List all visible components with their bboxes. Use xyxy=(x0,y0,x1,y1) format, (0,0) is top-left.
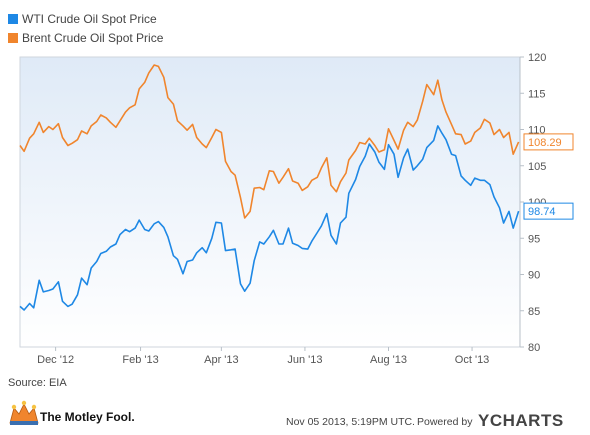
y-tick-label: 105 xyxy=(528,161,546,173)
end-label-value: 108.29 xyxy=(528,137,562,149)
y-tick-label: 85 xyxy=(528,306,540,318)
end-labels: 98.74 108.29 xyxy=(523,133,574,220)
y-tick-label: 120 xyxy=(528,52,546,64)
series-line-wti xyxy=(19,125,520,311)
y-tick-label: 80 xyxy=(528,342,540,354)
y-tick-label: 115 xyxy=(528,88,546,100)
legend-label-wti: WTI Crude Oil Spot Price xyxy=(22,12,157,26)
end-label-wti: 98.74 xyxy=(523,202,574,220)
legend-swatch-wti xyxy=(8,14,18,24)
source-note: Source: EIA xyxy=(8,377,67,389)
legend-label-brent: Brent Crude Oil Spot Price xyxy=(22,31,164,45)
series-layer xyxy=(19,64,520,311)
plot-area xyxy=(19,56,521,348)
end-label-box xyxy=(523,133,574,151)
motley-fool-wordmark: The Motley Fool. xyxy=(40,410,135,424)
timestamp: Nov 05 2013, 5:19PM UTC. xyxy=(286,416,415,428)
end-label-brent: 108.29 xyxy=(523,133,574,151)
motley-fool-logo: The Motley Fool. xyxy=(9,400,135,425)
ycharts-logo: YCHARTS xyxy=(478,411,564,430)
powered-by: Powered by xyxy=(417,416,473,428)
x-tick-label: Oct '13 xyxy=(455,354,490,366)
y-tick-label: 95 xyxy=(528,233,540,245)
x-tick-label: Apr '13 xyxy=(204,354,239,366)
end-label-value: 98.74 xyxy=(528,206,556,218)
x-tick-label: Jun '13 xyxy=(287,354,322,366)
x-tick-label: Dec '12 xyxy=(37,354,74,366)
x-axis: Dec '12 Feb '13 Apr '13 Jun '13 Aug '13 Oct '… xyxy=(37,347,489,366)
x-tick-label: Aug '13 xyxy=(370,354,407,366)
jester-hat-icon xyxy=(9,400,39,425)
x-tick-label: Feb '13 xyxy=(122,354,158,366)
legend-swatch-brent xyxy=(8,33,18,43)
end-label-box xyxy=(523,202,574,220)
series-line-brent xyxy=(19,64,520,219)
y-tick-label: 90 xyxy=(528,270,540,282)
legend: WTI Crude Oil Spot Price Brent Crude Oil… xyxy=(8,12,164,45)
